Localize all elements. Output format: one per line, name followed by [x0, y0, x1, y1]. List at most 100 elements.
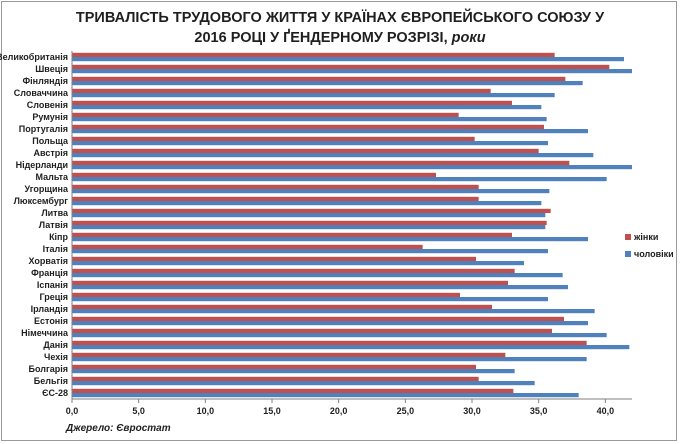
bar-women [72, 376, 479, 381]
category-label: Румунія [32, 112, 68, 122]
category-label: Італія [43, 244, 68, 254]
category-label: Франція [31, 268, 68, 278]
bar-women [72, 112, 459, 117]
category-labels: Великобританія Швеція Фінляндія Словаччина С… [0, 52, 69, 398]
legend-swatch-men [625, 251, 631, 257]
bar-men [72, 249, 548, 254]
legend: жінки чоловіки [625, 232, 674, 259]
category-label: Болгарія [29, 364, 68, 374]
bar-men [72, 273, 563, 278]
bar-women [72, 304, 492, 309]
category-label: Угорщина [25, 184, 69, 194]
bar-men [72, 237, 588, 242]
chart-title-main: ТРИВАЛІСТЬ ТРУДОВОГО ЖИТТЯ У КРАЇНАХ ЄВР… [75, 10, 605, 46]
bar-women [72, 136, 475, 141]
category-label: Бельгія [34, 376, 68, 386]
bar-men [72, 369, 515, 374]
bar-men [72, 333, 607, 338]
category-label: Австрія [34, 148, 68, 158]
bar-men [72, 117, 547, 122]
bar-women [72, 256, 476, 261]
chart-title-unit: роки [451, 30, 486, 46]
x-tick-label: 15,0 [263, 406, 281, 416]
bar-women [72, 196, 479, 201]
bar-men [72, 105, 542, 110]
x-tick-label: 30,0 [463, 406, 481, 416]
bar-women [72, 76, 566, 81]
category-label: Данія [43, 340, 68, 350]
bar-men [72, 81, 583, 86]
x-tick-label: 25,0 [397, 406, 415, 416]
bar-women [72, 220, 547, 225]
bar-women [72, 316, 564, 321]
bar-women [72, 352, 506, 357]
bar-women [72, 160, 570, 165]
bar-men [72, 165, 632, 170]
category-label: Швеція [35, 64, 68, 74]
category-label: Кіпр [49, 232, 68, 242]
bar-women [72, 100, 512, 105]
x-tick-label: 35,0 [530, 406, 548, 416]
bar-women [72, 148, 539, 153]
category-label: Німеччина [21, 328, 69, 338]
category-label: Польща [32, 136, 69, 146]
bar-women [72, 340, 587, 345]
bar-women [72, 52, 555, 57]
bar-women [72, 244, 423, 249]
bar-women [72, 64, 610, 69]
bar-women [72, 208, 551, 213]
bar-women [72, 232, 512, 237]
bar-men [72, 321, 588, 326]
bar-group [72, 52, 632, 398]
category-label: Естонія [34, 316, 68, 326]
category-label: Ірландія [31, 304, 68, 314]
category-label: ЄС-28 [42, 388, 68, 398]
bar-men [72, 57, 624, 62]
category-label: Латвія [39, 220, 68, 230]
bar-men [72, 261, 524, 266]
bar-women [72, 172, 436, 177]
bar-women [72, 124, 544, 129]
category-label: Греція [39, 292, 68, 302]
bar-men [72, 381, 535, 386]
category-label: Люксембург [14, 196, 69, 206]
bar-men [72, 225, 546, 230]
bar-men [72, 357, 587, 362]
bar-men [72, 201, 542, 206]
category-label: Іспанія [37, 280, 68, 290]
chart-title: ТРИВАЛІСТЬ ТРУДОВОГО ЖИТТЯ У КРАЇНАХ ЄВР… [60, 8, 620, 48]
bar-men [72, 393, 579, 398]
category-label: Литва [41, 208, 69, 218]
bar-men [72, 93, 555, 98]
bar-women [72, 388, 514, 393]
bar-men [72, 153, 594, 158]
category-label: Нідерланди [16, 160, 68, 170]
bar-women [72, 184, 479, 189]
category-label: Словаччина [14, 88, 69, 98]
category-label: Словенія [27, 100, 68, 110]
bar-men [72, 177, 607, 182]
x-tick-label: 5,0 [132, 406, 145, 416]
legend-label-women: жінки [633, 232, 658, 242]
x-tick-label: 10,0 [197, 406, 215, 416]
bar-men [72, 141, 548, 146]
category-label: Великобританія [0, 52, 68, 62]
x-axis-ticks: 0,0 5,0 10,0 15,0 20,0 25,0 30,0 35,0 40,0 [66, 399, 614, 416]
bar-men [72, 309, 595, 314]
legend-swatch-women [625, 234, 631, 240]
category-label: Чехія [44, 352, 68, 362]
bar-men [72, 297, 548, 302]
category-label: Мальта [36, 172, 69, 182]
bar-men [72, 285, 568, 290]
bar-men [72, 345, 630, 350]
bar-women [72, 328, 552, 333]
x-tick-label: 20,0 [330, 406, 348, 416]
x-tick-label: 40,0 [597, 406, 615, 416]
source-note: Джерело: Євростат [66, 423, 171, 434]
bar-women [72, 364, 476, 369]
category-label: Фінляндія [23, 76, 69, 86]
legend-label-men: чоловіки [634, 249, 674, 259]
bar-women [72, 280, 508, 285]
bar-women [72, 268, 515, 273]
